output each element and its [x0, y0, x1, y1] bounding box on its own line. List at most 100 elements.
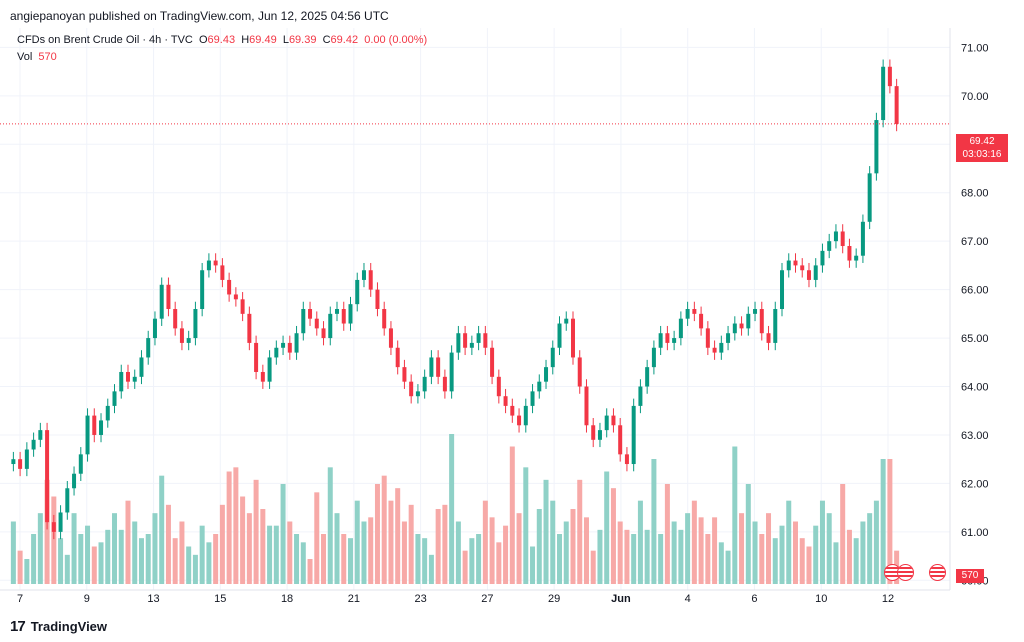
candle-body: [24, 449, 29, 469]
us-flag-event-icon[interactable]: [929, 564, 946, 581]
us-flag-event-icon[interactable]: [897, 564, 914, 581]
volume-bar: [17, 550, 23, 584]
volume-legend[interactable]: Vol 570: [17, 51, 57, 63]
candle-body: [152, 318, 157, 339]
candle-body: [328, 313, 333, 339]
volume-bar: [779, 525, 785, 584]
open-label: O: [198, 34, 208, 46]
y-axis[interactable]: 71.0070.0069.0068.0067.0066.0065.0064.00…: [961, 42, 989, 587]
volume-bar: [361, 521, 367, 584]
volume-bar: [462, 550, 468, 584]
x-tick-label: 27: [481, 593, 493, 605]
volume-bar: [637, 500, 643, 584]
candle-body: [753, 309, 758, 314]
volume-bar: [678, 529, 684, 584]
volume-bar: [233, 467, 239, 584]
volume-bar: [604, 471, 610, 584]
volume-bar: [152, 513, 158, 584]
volume-bar: [172, 538, 178, 584]
candle-body: [550, 347, 555, 368]
volume-bar: [98, 542, 104, 584]
volume-bar: [887, 459, 893, 584]
candle-body: [806, 270, 811, 280]
volume-bar: [543, 479, 549, 584]
candle-body: [651, 347, 656, 368]
candle-body: [456, 333, 461, 353]
candle-body: [274, 347, 279, 358]
volume-bar: [64, 554, 70, 584]
volume-bar: [58, 538, 64, 584]
candle-body: [449, 352, 454, 392]
candle-body: [287, 342, 292, 353]
y-tick-label: 64.00: [961, 382, 989, 394]
x-axis[interactable]: 7 9 13 15 18 21 23 27 29 Jun 4 6 10 12: [17, 593, 894, 605]
candle-body: [577, 357, 582, 387]
candle-body: [611, 415, 616, 426]
candle-body: [726, 333, 731, 343]
candle-body: [388, 328, 393, 348]
volume-bar: [860, 521, 866, 584]
volume-bar: [577, 479, 583, 584]
volume-bar: [165, 504, 171, 584]
volume-bar: [590, 550, 596, 584]
volume-bar: [300, 542, 306, 584]
candle-body: [658, 333, 663, 348]
candle-body: [793, 260, 798, 266]
candle-body: [530, 391, 535, 406]
volume-bar: [435, 509, 441, 584]
volume-bar: [610, 488, 616, 584]
candle-body: [840, 231, 845, 247]
volume-bar: [691, 500, 697, 584]
candle-body: [503, 396, 508, 406]
volume-bar: [712, 517, 718, 584]
volume-bar: [752, 521, 758, 584]
volume-bar: [469, 538, 475, 584]
volume-bar: [240, 496, 246, 584]
candle-body: [65, 488, 70, 513]
volume-bar: [583, 517, 589, 584]
candle-body: [570, 318, 575, 358]
y-tick-label: 63.00: [961, 430, 989, 442]
volume-bar: [664, 484, 670, 584]
candle-body: [483, 333, 488, 348]
volume-bar: [523, 467, 529, 584]
candle-body: [705, 328, 710, 348]
volume-bar: [125, 500, 131, 584]
volume-bar: [503, 525, 509, 584]
volume-bar: [186, 546, 192, 584]
volume-bar: [368, 517, 374, 584]
volume-bar: [873, 500, 879, 584]
volume-bar: [287, 521, 293, 584]
candle-body: [887, 66, 892, 87]
volume-bar: [725, 550, 731, 584]
candle-body: [429, 357, 434, 377]
candle-body: [31, 439, 36, 450]
candle-body: [139, 357, 144, 377]
volume-bar: [449, 434, 455, 584]
candle-body: [645, 367, 650, 387]
candle-body: [51, 522, 56, 532]
candle-body: [72, 473, 77, 489]
symbol-legend[interactable]: CFDs on Brent Crude Oil · 4h · TVC O69.4…: [17, 34, 427, 46]
candle-body: [766, 333, 771, 343]
x-tick-label: 4: [685, 593, 691, 605]
brand-name: TradingView: [30, 619, 108, 634]
volume-bar: [557, 534, 563, 584]
footer-brand[interactable]: 17 TradingView: [10, 618, 107, 635]
volume-bar: [867, 513, 873, 584]
volume-bar: [145, 534, 151, 584]
candle-body: [348, 304, 353, 324]
volume-bar: [476, 534, 482, 584]
volume-bar: [570, 509, 576, 584]
x-tick-label: Jun: [611, 593, 631, 605]
y-tick-label: 70.00: [961, 91, 989, 103]
volume-bar: [428, 554, 434, 584]
candle-body: [179, 328, 184, 343]
candle-body: [375, 289, 380, 309]
candle-body: [314, 318, 319, 329]
candle-body: [692, 309, 697, 314]
volume-bar: [37, 513, 43, 584]
volume-bar: [273, 525, 279, 584]
candle-body: [517, 415, 522, 426]
